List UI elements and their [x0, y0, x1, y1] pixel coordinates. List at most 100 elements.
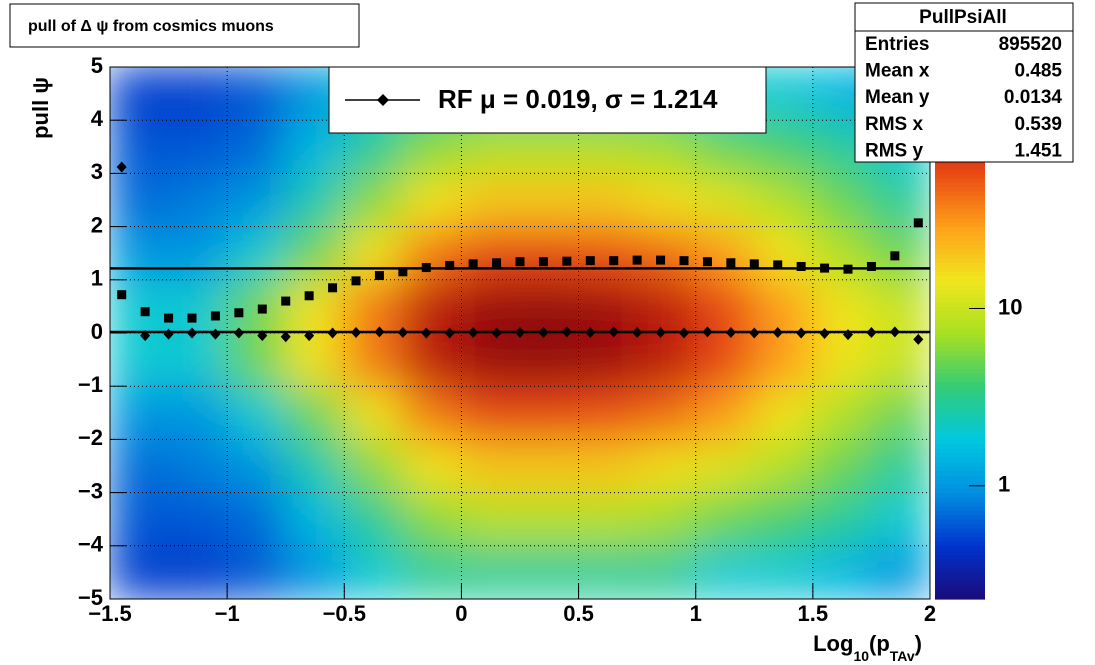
- color-step: [935, 328, 985, 334]
- color-step: [935, 222, 985, 228]
- color-step: [935, 235, 985, 241]
- color-step: [935, 519, 985, 525]
- color-step: [935, 262, 985, 268]
- heat-cell: [226, 172, 287, 228]
- y-tick-label: −5: [78, 585, 103, 610]
- heat-cell: [636, 385, 697, 441]
- heat-cell: [110, 278, 170, 334]
- color-step: [935, 417, 985, 423]
- profile-marker: [538, 326, 549, 338]
- y-tick-label: −3: [78, 478, 103, 503]
- heat-cell: [753, 332, 814, 388]
- profile-marker: [397, 326, 408, 338]
- color-step: [935, 279, 985, 285]
- heat-cell: [167, 544, 229, 599]
- heat-cell: [753, 172, 814, 228]
- heat-cell: [460, 544, 521, 599]
- color-step: [935, 497, 985, 503]
- profile-marker: [492, 258, 502, 268]
- color-step: [935, 439, 985, 445]
- profile-marker: [117, 290, 127, 300]
- profile-marker: [468, 259, 478, 269]
- color-step: [935, 355, 985, 361]
- x-tick-label: −1: [215, 601, 240, 626]
- heat-cell: [519, 544, 580, 599]
- heat-cell: [460, 385, 521, 441]
- profile-marker: [632, 326, 643, 338]
- heat-cell: [167, 332, 229, 388]
- profile-marker: [187, 327, 197, 339]
- color-step: [935, 567, 985, 573]
- legend-marker: [377, 94, 389, 106]
- color-step: [935, 563, 985, 569]
- color-step: [935, 403, 985, 409]
- color-step: [935, 164, 985, 170]
- color-step: [935, 341, 985, 347]
- stats-key: Mean y: [865, 87, 930, 108]
- x-tick-label: −1.5: [88, 601, 131, 626]
- heat-cell: [284, 385, 346, 441]
- x-tick-label: −0.5: [323, 601, 366, 626]
- heat-cell: [226, 225, 287, 281]
- color-step: [935, 364, 985, 370]
- color-step: [935, 186, 985, 192]
- heat-cell: [226, 67, 287, 122]
- heat-cell: [811, 332, 873, 388]
- heat-cell: [870, 278, 930, 334]
- heat-cell: [167, 385, 229, 441]
- y-tick-label: 1: [91, 266, 103, 291]
- color-step: [935, 457, 985, 463]
- heat-cell: [460, 438, 521, 494]
- heat-cell: [519, 172, 580, 228]
- profile-marker: [749, 327, 760, 339]
- color-step: [935, 492, 985, 498]
- heat-cell: [753, 278, 814, 334]
- profile-marker: [561, 326, 572, 338]
- stats-key: Entries: [865, 34, 929, 55]
- heat-cell: [401, 225, 463, 281]
- x-tick-label: 1: [690, 601, 702, 626]
- color-step: [935, 430, 985, 436]
- color-step: [935, 275, 985, 281]
- heat-cell: [110, 225, 170, 281]
- heat-cell: [401, 491, 463, 547]
- profile-marker: [655, 326, 666, 338]
- profile-marker: [328, 283, 338, 293]
- profile-marker: [866, 326, 877, 338]
- heat-cell: [519, 438, 580, 494]
- color-step: [935, 333, 985, 339]
- color-step: [935, 550, 985, 556]
- color-step: [935, 306, 985, 312]
- profile-marker: [585, 326, 596, 338]
- profile-marker: [164, 313, 174, 323]
- color-step: [935, 585, 985, 591]
- heat-cell: [577, 225, 639, 281]
- color-step: [935, 510, 985, 516]
- heat-cell: [226, 544, 287, 599]
- heat-cell: [577, 491, 639, 547]
- color-step: [935, 173, 985, 179]
- color-step: [935, 528, 985, 534]
- heat-cell: [167, 225, 229, 281]
- profile-marker: [538, 257, 548, 267]
- profile-marker: [772, 326, 783, 338]
- color-step: [935, 576, 985, 582]
- stats-key: RMS x: [865, 114, 924, 135]
- x-tick-label: 0: [455, 601, 467, 626]
- heat-cell: [226, 119, 287, 175]
- color-step: [935, 177, 985, 183]
- stats-key: RMS y: [865, 140, 924, 161]
- profile-marker: [374, 326, 385, 338]
- profile-marker: [257, 330, 268, 342]
- color-step: [935, 590, 985, 596]
- heat-cell: [343, 225, 404, 281]
- heat-cell: [284, 172, 346, 228]
- color-step: [935, 412, 985, 418]
- heat-cell: [753, 491, 814, 547]
- profile-marker: [351, 276, 361, 286]
- y-tick-label: −1: [78, 372, 103, 397]
- heat-cell: [167, 438, 229, 494]
- color-step: [935, 195, 985, 201]
- profile-marker: [351, 326, 361, 338]
- heat-cell: [460, 278, 521, 334]
